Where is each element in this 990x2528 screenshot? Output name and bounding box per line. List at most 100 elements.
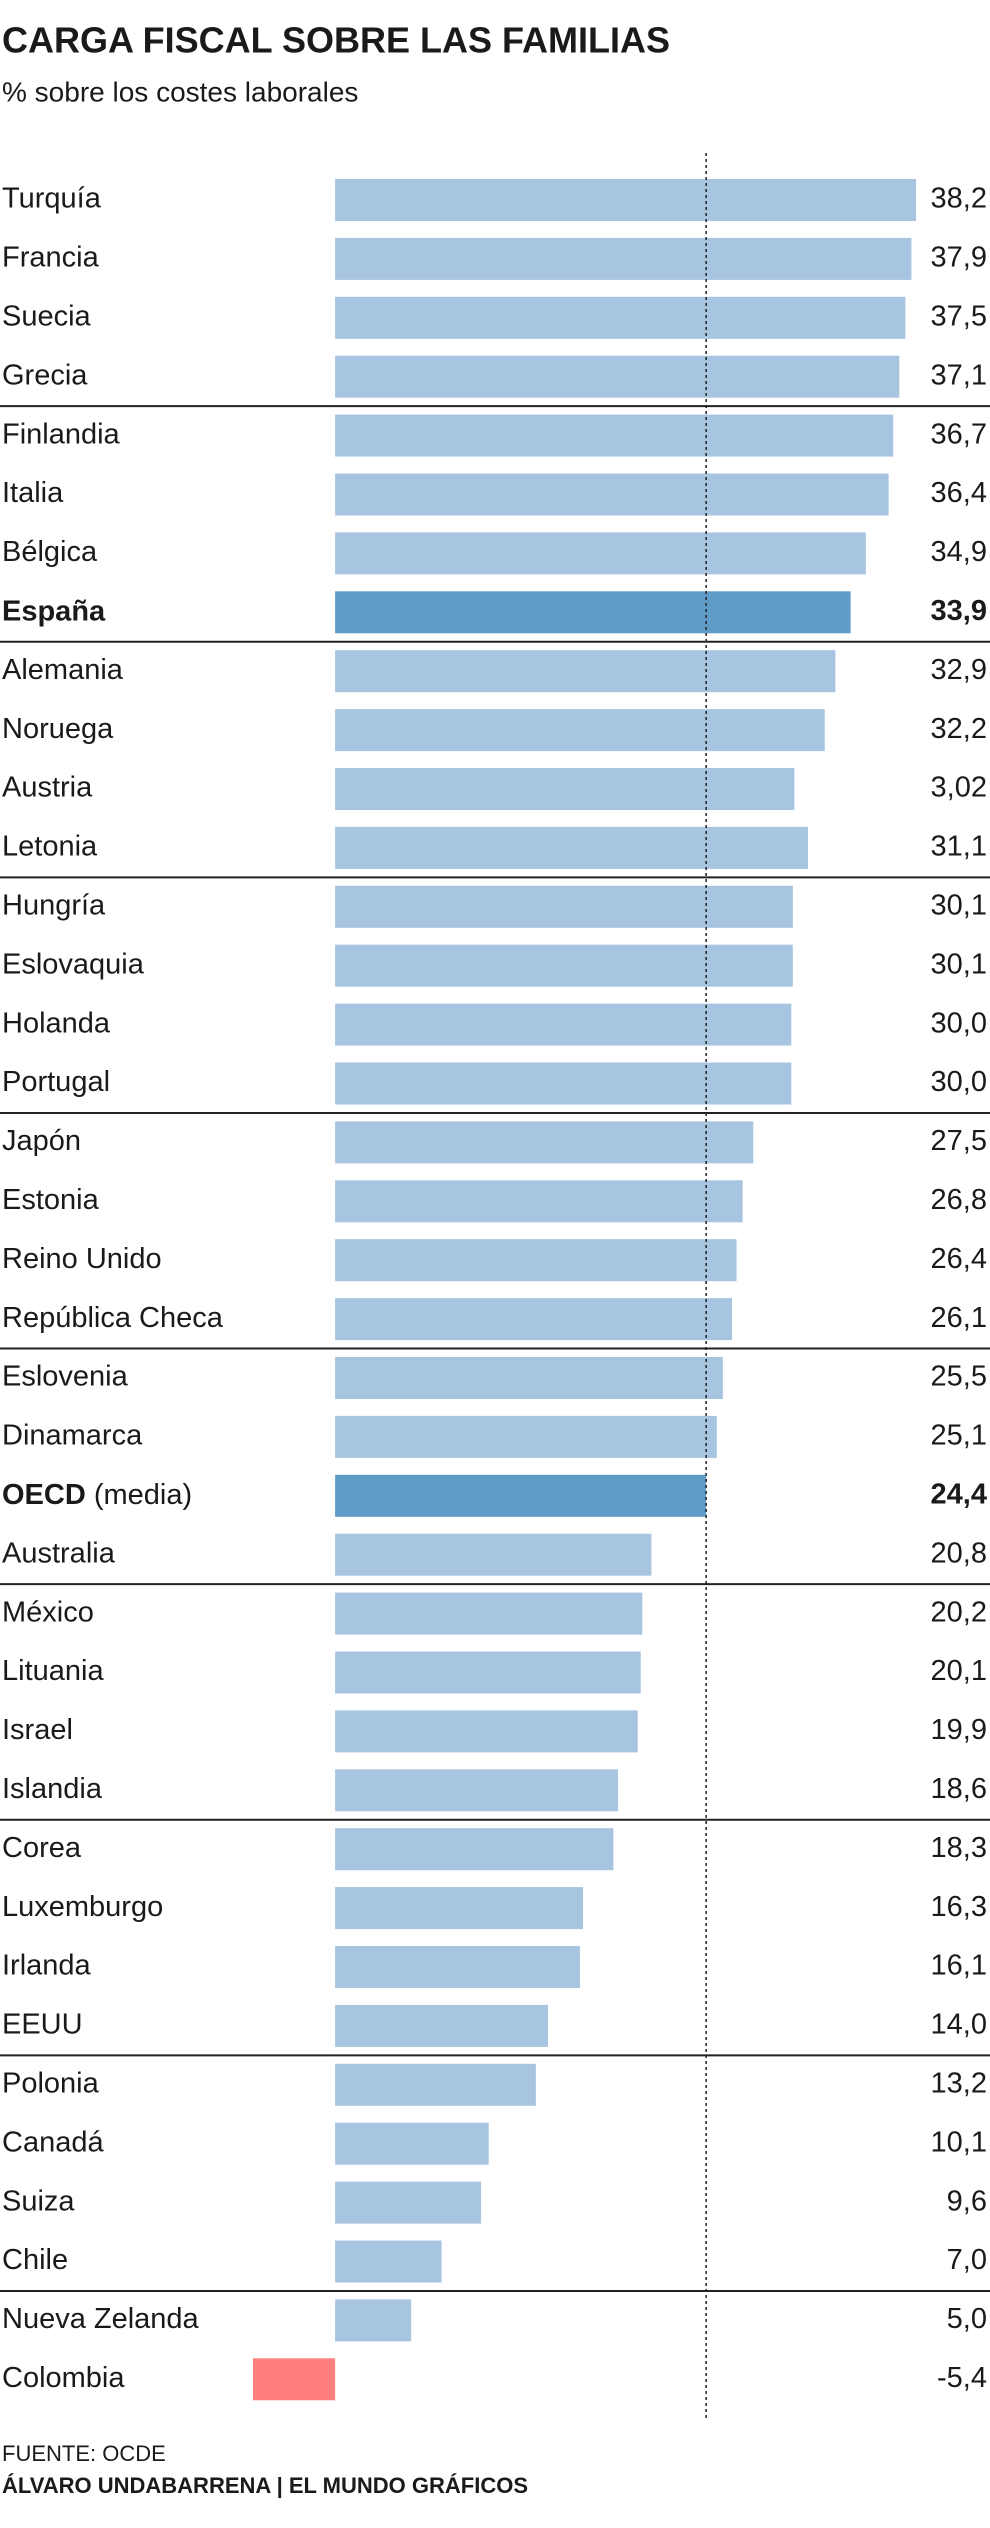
bar [335,1651,641,1694]
category-label: Suecia [2,300,92,332]
value-label: 16,3 [931,1891,987,1923]
bar [335,768,795,810]
value-label: 3,02 [931,772,987,804]
value-label: 16,1 [931,1950,987,1982]
value-label: 13,2 [931,2067,987,2099]
value-label: 5,0 [947,2303,987,2335]
value-label: 32,9 [931,654,987,686]
value-label: 37,5 [931,300,987,332]
category-label: Estonia [2,1184,100,1216]
bar [335,1710,638,1753]
value-label: 7,0 [947,2244,987,2276]
bar [335,2299,412,2342]
bar [335,1592,643,1635]
category-label: Dinamarca [2,1420,143,1452]
value-label: -5,4 [937,2362,987,2394]
bar [335,1062,792,1105]
value-label: 26,8 [931,1184,987,1216]
value-label: 32,2 [931,713,987,745]
bar [253,2358,336,2401]
chart-title: CARGA FISCAL SOBRE LAS FAMILIAS [2,20,670,61]
bar [335,709,825,752]
category-label: Colombia [2,2362,125,2394]
bar [335,1474,707,1517]
bar [335,237,912,280]
category-label: Japón [2,1125,81,1157]
category-label: Eslovaquia [2,948,145,980]
category-label: Luxemburgo [2,1891,163,1923]
source: FUENTE: OCDE [2,2441,166,2466]
bar [335,1357,723,1399]
bar [335,1121,754,1164]
category-label: Austria [2,772,93,804]
category-label: Canadá [2,2126,104,2158]
value-label: 34,9 [931,536,987,568]
value-label: 20,1 [931,1655,987,1687]
bar [335,1946,580,1988]
bar [335,1769,618,1812]
value-label: 37,9 [931,242,987,274]
bar [335,1887,583,1930]
chart-subtitle: % sobre los costes laborales [2,76,358,107]
bar [335,944,793,987]
value-label: 26,1 [931,1302,987,1334]
category-label: Italia [2,477,64,509]
category-label: Irlanda [2,1950,92,1982]
value-label: 37,1 [931,359,987,391]
category-label: OECD (media) [2,1478,192,1510]
bar [335,2063,536,2106]
value-label: 30,0 [931,1007,987,1039]
value-label: 25,1 [931,1420,987,1452]
bar [335,2004,549,2047]
bar [335,1828,614,1871]
bar [335,179,916,221]
value-label: 9,6 [947,2185,987,2217]
category-label: Polonia [2,2067,100,2099]
bar [335,1298,733,1341]
bar [335,2122,489,2165]
category-label: Lituania [2,1655,104,1687]
category-label: Australia [2,1537,116,1569]
category-label: Eslovenia [2,1361,129,1393]
bar [335,355,900,398]
bar [335,1415,717,1458]
value-label: 26,4 [931,1243,987,1275]
category-label: Hungría [2,889,106,921]
bar [335,1533,652,1576]
bar [335,532,866,575]
category-label: Corea [2,1832,82,1864]
category-label: Islandia [2,1773,103,1805]
category-label: España [2,595,106,627]
credit: ÁLVARO UNDABARRENA | EL MUNDO GRÁFICOS [2,2473,528,2498]
category-label: Letonia [2,831,98,863]
category-label: Turquía [2,183,102,215]
value-label: 25,5 [931,1361,987,1393]
category-label: México [2,1596,94,1628]
value-label: 14,0 [931,2009,987,2041]
category-label: Chile [2,2244,68,2276]
bar [335,650,836,693]
category-label: Francia [2,242,100,274]
category-label: Israel [2,1714,73,1746]
bar [335,2181,482,2224]
value-label: 30,1 [931,948,987,980]
category-label: Suiza [2,2185,75,2217]
value-label: 20,2 [931,1596,987,1628]
bar [335,826,809,869]
category-label: Grecia [2,359,88,391]
bar [335,885,793,928]
bar [335,1180,743,1223]
category-label: Bélgica [2,536,98,568]
value-label: 18,3 [931,1832,987,1864]
value-label: 20,8 [931,1537,987,1569]
value-label: 24,4 [931,1478,987,1510]
category-label: Noruega [2,713,114,745]
category-label: Portugal [2,1066,110,1098]
category-label: EEUU [2,2009,83,2041]
value-label: 10,1 [931,2126,987,2158]
category-label: República Checa [2,1302,224,1334]
value-label: 36,7 [931,418,987,450]
bar [335,296,906,339]
bar [335,591,851,634]
